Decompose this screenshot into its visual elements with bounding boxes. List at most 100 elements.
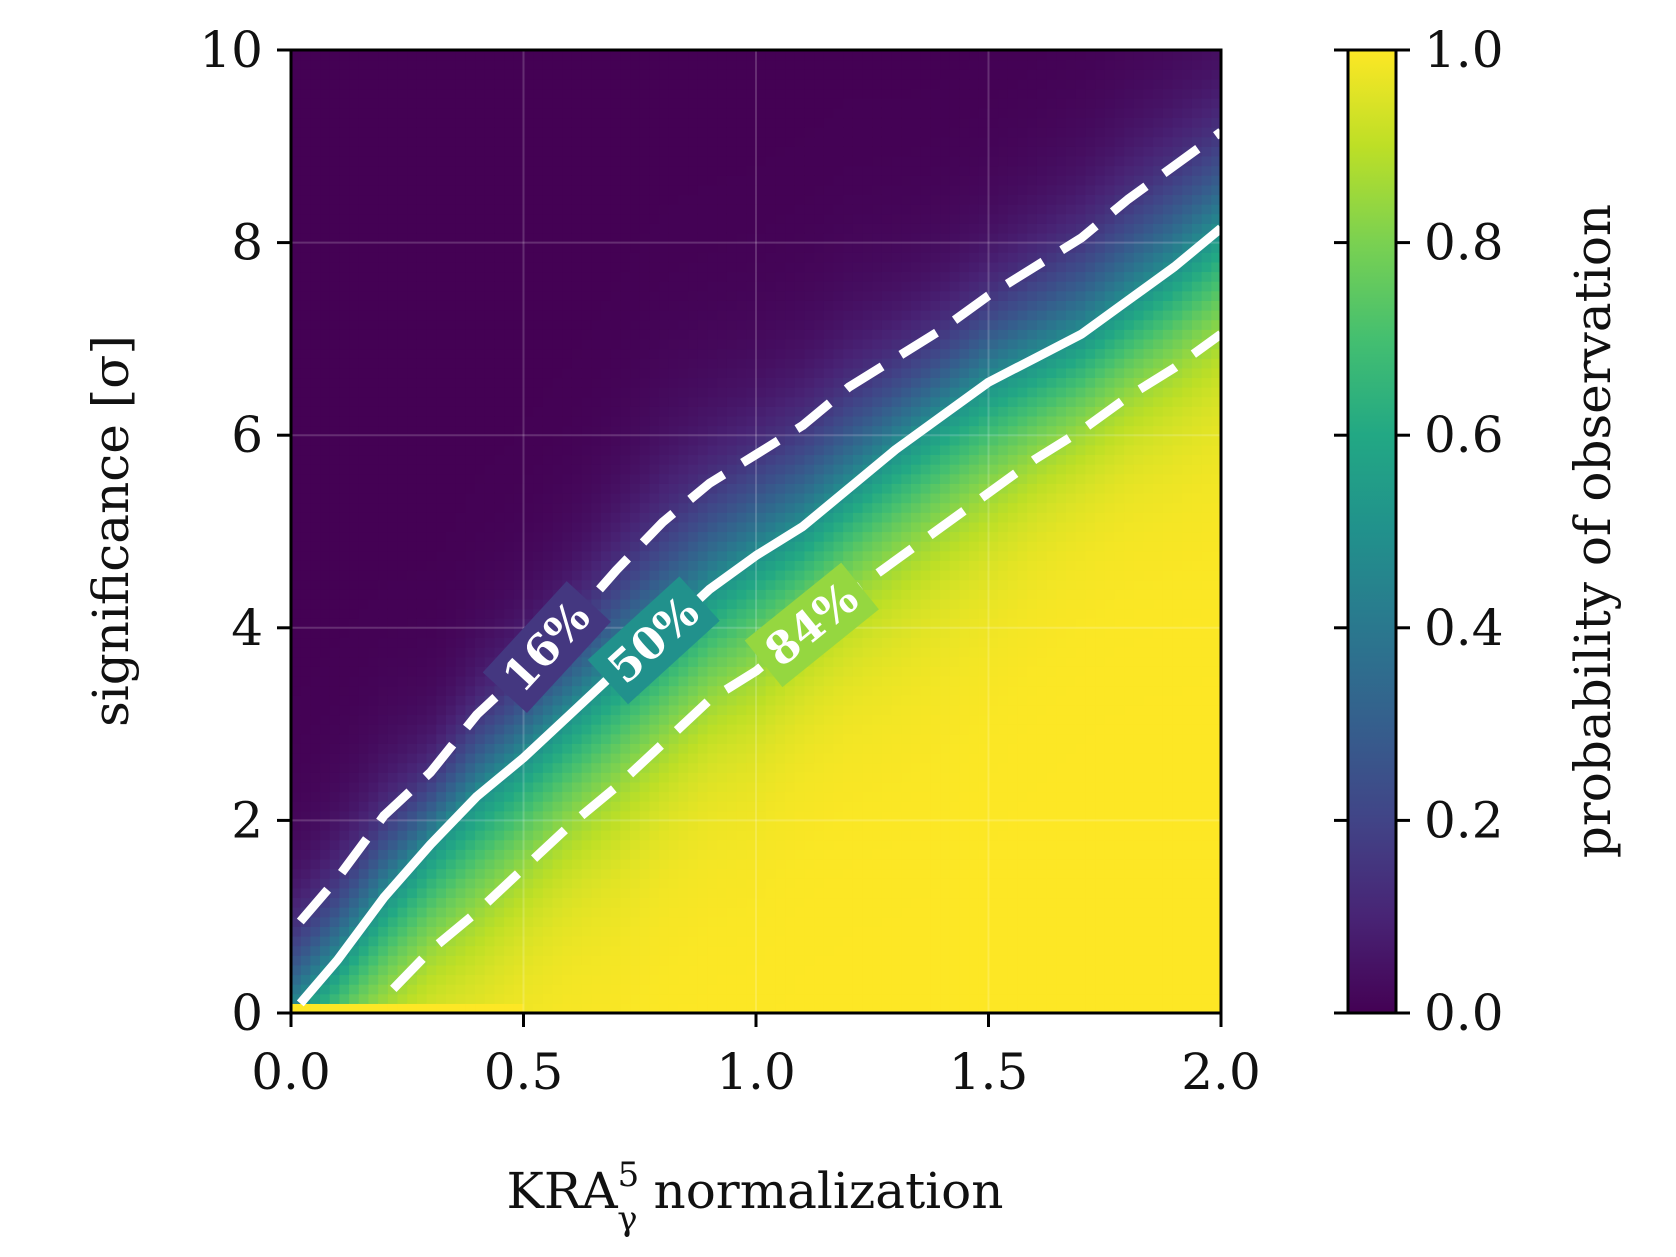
heatmap-cell: [620, 213, 631, 224]
heatmap-cell: [639, 155, 651, 167]
heatmap-cell: [765, 560, 776, 571]
heatmap-cell: [756, 762, 767, 773]
heatmap-cell: [533, 146, 544, 157]
heatmap-cell: [358, 136, 370, 147]
heatmap-cell: [320, 377, 331, 388]
heatmap-cell: [416, 550, 428, 561]
heatmap-cell: [591, 271, 602, 282]
heatmap-cell: [668, 223, 680, 234]
heatmap-cell: [358, 69, 370, 80]
heatmap-cell: [678, 300, 689, 311]
heatmap-cell: [523, 579, 534, 590]
heatmap-cell: [329, 887, 341, 899]
heatmap-cell: [562, 78, 573, 90]
heatmap-cell: [358, 310, 370, 321]
heatmap-cell: [581, 175, 592, 186]
heatmap-cell: [387, 589, 399, 600]
heatmap-cell: [320, 310, 331, 321]
heatmap-cell: [455, 165, 466, 176]
heatmap-cell: [416, 926, 428, 937]
heatmap-cell: [668, 752, 680, 764]
heatmap-cell: [571, 772, 583, 783]
heatmap-cell: [542, 907, 554, 918]
heatmap-cell: [397, 685, 408, 696]
heatmap-cell: [639, 50, 651, 61]
heatmap-cell: [339, 916, 350, 927]
heatmap-cell: [358, 752, 370, 764]
heatmap-cell: [620, 830, 631, 841]
heatmap-cell: [416, 608, 428, 619]
heatmap-cell: [591, 310, 602, 321]
heatmap-cell: [310, 358, 321, 369]
heatmap-cell: [581, 310, 592, 321]
heatmap-cell: [310, 107, 321, 119]
heatmap-cell: [717, 984, 728, 995]
heatmap-cell: [639, 473, 651, 484]
heatmap-cell: [378, 387, 389, 398]
heatmap-cell: [310, 415, 321, 427]
heatmap-cell: [397, 887, 408, 899]
heatmap-cell: [649, 319, 660, 330]
heatmap-cell: [426, 868, 437, 879]
heatmap-cell: [649, 781, 660, 793]
heatmap-cell: [756, 117, 767, 128]
heatmap-cell: [455, 733, 466, 744]
heatmap-cell: [639, 348, 651, 359]
heatmap-cell: [736, 685, 747, 696]
heatmap-cell: [610, 993, 621, 1004]
heatmap-cell: [387, 964, 399, 976]
heatmap-cell: [639, 329, 651, 340]
heatmap-cell: [542, 261, 554, 273]
heatmap-cell: [455, 444, 466, 456]
heatmap-cell: [416, 492, 428, 504]
heatmap-cell: [688, 685, 699, 696]
heatmap-cell: [349, 454, 360, 465]
heatmap-cell: [329, 550, 341, 561]
heatmap-cell: [300, 512, 311, 523]
heatmap-cell: [552, 59, 563, 70]
heatmap-cell: [320, 290, 331, 301]
heatmap-cell: [533, 724, 544, 735]
heatmap-cell: [571, 329, 583, 340]
heatmap-cell: [349, 492, 360, 504]
heatmap-cell: [475, 849, 486, 860]
heatmap-cell: [717, 714, 728, 725]
heatmap-cell: [513, 310, 525, 321]
heatmap-cell: [484, 502, 496, 513]
heatmap-cell: [610, 762, 621, 773]
heatmap-cell: [513, 473, 525, 484]
heatmap-cell: [697, 955, 709, 966]
heatmap-cell: [668, 695, 680, 706]
heatmap-cell: [387, 492, 399, 504]
heatmap-cell: [426, 136, 437, 147]
heatmap-cell: [746, 993, 757, 1004]
heatmap-cell: [446, 165, 457, 176]
heatmap-cell: [601, 387, 612, 398]
heatmap-cell: [339, 570, 350, 581]
heatmap-cell: [571, 435, 583, 446]
heatmap-cell: [320, 454, 331, 465]
heatmap-cell: [581, 425, 592, 436]
heatmap-cell: [697, 319, 709, 330]
heatmap-cell: [378, 50, 389, 61]
heatmap-cell: [368, 252, 379, 263]
heatmap-cell: [581, 531, 592, 542]
heatmap-cell: [310, 98, 321, 109]
heatmap-cell: [416, 242, 428, 253]
heatmap-cell: [368, 579, 379, 590]
heatmap-cell: [562, 502, 573, 513]
heatmap-cell: [746, 223, 757, 234]
heatmap-cell: [746, 984, 757, 995]
heatmap-cell: [765, 579, 776, 590]
heatmap-cell: [368, 675, 379, 687]
heatmap-cell: [649, 926, 660, 937]
heatmap-cell: [736, 550, 747, 561]
heatmap-cell: [446, 117, 457, 128]
heatmap-cell: [387, 242, 399, 253]
heatmap-cell: [562, 88, 573, 99]
heatmap-cell: [765, 425, 776, 436]
heatmap-cell: [542, 781, 554, 793]
heatmap-cell: [358, 329, 370, 340]
heatmap-cell: [630, 830, 641, 841]
heatmap-cell: [601, 348, 612, 359]
